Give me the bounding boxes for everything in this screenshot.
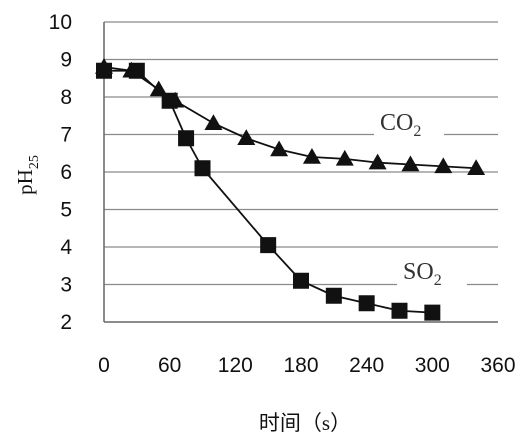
y-tick-label: 2 (60, 311, 72, 334)
data-point-so2 (293, 272, 309, 289)
x-axis-label: 时间（s） (259, 411, 351, 435)
y-tick-label: 8 (60, 86, 72, 109)
data-point-so2 (260, 237, 277, 254)
data-point-co2 (401, 155, 420, 172)
data-point-co2 (237, 129, 256, 145)
grid (104, 21, 498, 286)
data-point-co2 (467, 159, 486, 175)
series-label-bg (374, 106, 444, 140)
data-point-co2 (335, 149, 354, 166)
y-tick-label: 5 (60, 199, 72, 222)
series-label-main: CO (380, 110, 413, 136)
x-tick-label: 240 (349, 354, 384, 377)
x-tick-labels: 0 60 120 180 240 300 360 (98, 354, 515, 377)
y-tick-label: 10 (49, 11, 72, 34)
y-tick-label: 3 (60, 274, 72, 297)
data-point-so2 (325, 287, 342, 304)
data-point-co2 (149, 80, 168, 97)
x-tick-label: 60 (158, 354, 181, 377)
data-point-co2 (204, 114, 223, 130)
series-label-so2: SO2 (403, 259, 442, 289)
data-point-co2 (302, 148, 321, 164)
data-point-so2 (96, 62, 112, 79)
series-label-bg (397, 255, 467, 289)
data-point-so2 (391, 302, 408, 319)
data-point-co2 (368, 153, 387, 170)
y-tick-label: 4 (60, 236, 72, 259)
data-point-so2 (358, 295, 375, 312)
y-tick-label: 7 (60, 124, 72, 147)
data-point-co2 (434, 157, 453, 174)
data-point-so2 (178, 130, 195, 147)
x-tick-label: 180 (283, 354, 318, 377)
y-tick-label: 9 (60, 49, 72, 72)
x-tick-label: 300 (415, 354, 450, 377)
series-label-co2: CO2 (380, 110, 421, 140)
y-axis-label-sub: 25 (27, 155, 42, 169)
series-label-sub: 2 (413, 123, 421, 140)
x-tick-label: 0 (98, 354, 110, 377)
data-point-so2 (194, 160, 211, 177)
x-tick-label: 120 (218, 354, 253, 377)
series-label-main: SO (403, 259, 434, 285)
y-axis-label: pH25 (13, 155, 42, 195)
y-axis-label-main: pH (13, 169, 37, 195)
data-point-so2 (161, 92, 178, 109)
data-point-so2 (424, 304, 441, 321)
y-tick-label: 6 (60, 161, 72, 184)
y-tick-labels: 2 3 4 5 6 7 8 9 10 (49, 11, 73, 334)
data-point-co2 (270, 140, 289, 157)
series-label-sub: 2 (434, 272, 442, 289)
data-point-so2 (128, 62, 145, 79)
x-tick-label: 360 (480, 354, 515, 377)
series (95, 58, 486, 321)
series-so2 (96, 62, 441, 321)
